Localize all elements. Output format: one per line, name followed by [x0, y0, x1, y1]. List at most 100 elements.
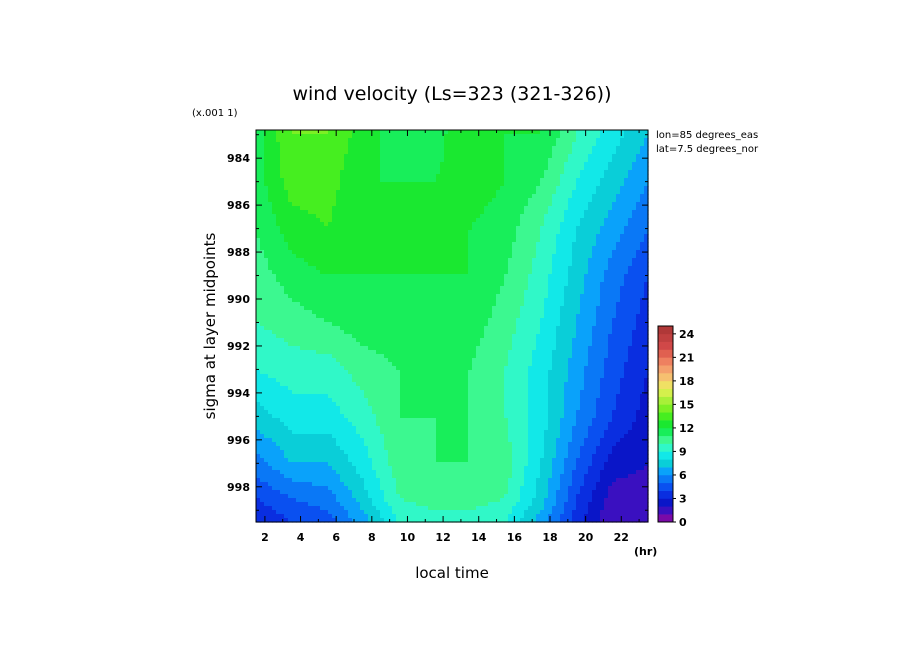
heatmap-cell [348, 326, 353, 331]
heatmap-cell [348, 150, 353, 155]
heatmap-cell [312, 226, 317, 231]
heatmap-cell [588, 282, 593, 287]
heatmap-cell [616, 182, 621, 187]
heatmap-cell [416, 218, 421, 223]
heatmap-cell [356, 242, 361, 247]
heatmap-cell [312, 194, 317, 199]
heatmap-cell [356, 262, 361, 267]
heatmap-cell [560, 294, 565, 299]
heatmap-cell [452, 278, 457, 283]
heatmap-cell [616, 246, 621, 251]
heatmap-cell [448, 286, 453, 291]
heatmap-cell [360, 130, 365, 135]
heatmap-cell [464, 326, 469, 331]
heatmap-cell [636, 190, 641, 195]
heatmap-cell [468, 254, 473, 259]
heatmap-cell [620, 190, 625, 195]
heatmap-cell [308, 318, 313, 323]
heatmap-cell [332, 214, 337, 219]
heatmap-cell [532, 166, 537, 171]
heatmap-cell [500, 182, 505, 187]
heatmap-cell [560, 234, 565, 239]
heatmap-cell [264, 178, 269, 183]
heatmap-cell [496, 290, 501, 295]
heatmap-cell [592, 330, 597, 335]
heatmap-cell [460, 182, 465, 187]
heatmap-cell [396, 230, 401, 235]
heatmap-cell [376, 286, 381, 291]
heatmap-cell [628, 302, 633, 307]
heatmap-cell [556, 138, 561, 143]
heatmap-cell [600, 154, 605, 159]
heatmap-cell [564, 226, 569, 231]
heatmap-cell [404, 130, 409, 135]
heatmap-cell [396, 198, 401, 203]
heatmap-cell [524, 222, 529, 227]
heatmap-cell [496, 166, 501, 171]
heatmap-cell [572, 278, 577, 283]
heatmap-cell [636, 246, 641, 251]
heatmap-cell [456, 198, 461, 203]
heatmap-cell [548, 218, 553, 223]
heatmap-cell [376, 278, 381, 283]
heatmap-cell [468, 198, 473, 203]
heatmap-cell [556, 206, 561, 211]
heatmap-cell [392, 250, 397, 255]
heatmap-cell [536, 266, 541, 271]
heatmap-cell [452, 134, 457, 139]
heatmap-cell [588, 238, 593, 243]
heatmap-cell [292, 298, 297, 303]
heatmap-cell [588, 150, 593, 155]
heatmap-cell [616, 274, 621, 279]
heatmap-cell [484, 330, 489, 335]
heatmap-cell [356, 238, 361, 243]
heatmap-cell [576, 218, 581, 223]
heatmap-cell [368, 258, 373, 263]
heatmap-cell [324, 290, 329, 295]
heatmap-cell [440, 146, 445, 151]
heatmap-cell [256, 146, 261, 151]
heatmap-cell [460, 186, 465, 191]
heatmap-cell [296, 150, 301, 155]
heatmap-cell [516, 130, 521, 135]
heatmap-cell [520, 274, 525, 279]
heatmap-cell [480, 250, 485, 255]
heatmap-cell [320, 322, 325, 327]
heatmap-cell [584, 310, 589, 315]
heatmap-cell [584, 174, 589, 179]
heatmap-cell [268, 234, 273, 239]
heatmap-cell [520, 186, 525, 191]
heatmap-cell [452, 282, 457, 287]
heatmap-cell [580, 306, 585, 311]
heatmap-cell [596, 202, 601, 207]
heatmap-cell [376, 130, 381, 135]
heatmap-cell [448, 226, 453, 231]
heatmap-cell [616, 286, 621, 291]
heatmap-cell [556, 278, 561, 283]
heatmap-cell [588, 170, 593, 175]
heatmap-cell [640, 230, 645, 235]
heatmap-cell [552, 142, 557, 147]
heatmap-cell [296, 134, 301, 139]
heatmap-cell [548, 174, 553, 179]
heatmap-cell [596, 194, 601, 199]
heatmap-cell [640, 298, 645, 303]
heatmap-cell [548, 314, 553, 319]
heatmap-cell [484, 218, 489, 223]
heatmap-cell [636, 302, 641, 307]
heatmap-cell [324, 174, 329, 179]
heatmap-cell [484, 250, 489, 255]
heatmap-cell [304, 302, 309, 307]
heatmap-cell [572, 306, 577, 311]
heatmap-cell [512, 170, 517, 175]
heatmap-cell [312, 326, 317, 331]
heatmap-cell [320, 286, 325, 291]
heatmap-cell [328, 234, 333, 239]
heatmap-cell [496, 142, 501, 147]
heatmap-cell [308, 134, 313, 139]
heatmap-cell [556, 318, 561, 323]
heatmap-cell [516, 186, 521, 191]
heatmap-cell [312, 150, 317, 155]
heatmap-cell [596, 178, 601, 183]
heatmap-cell [436, 146, 441, 151]
